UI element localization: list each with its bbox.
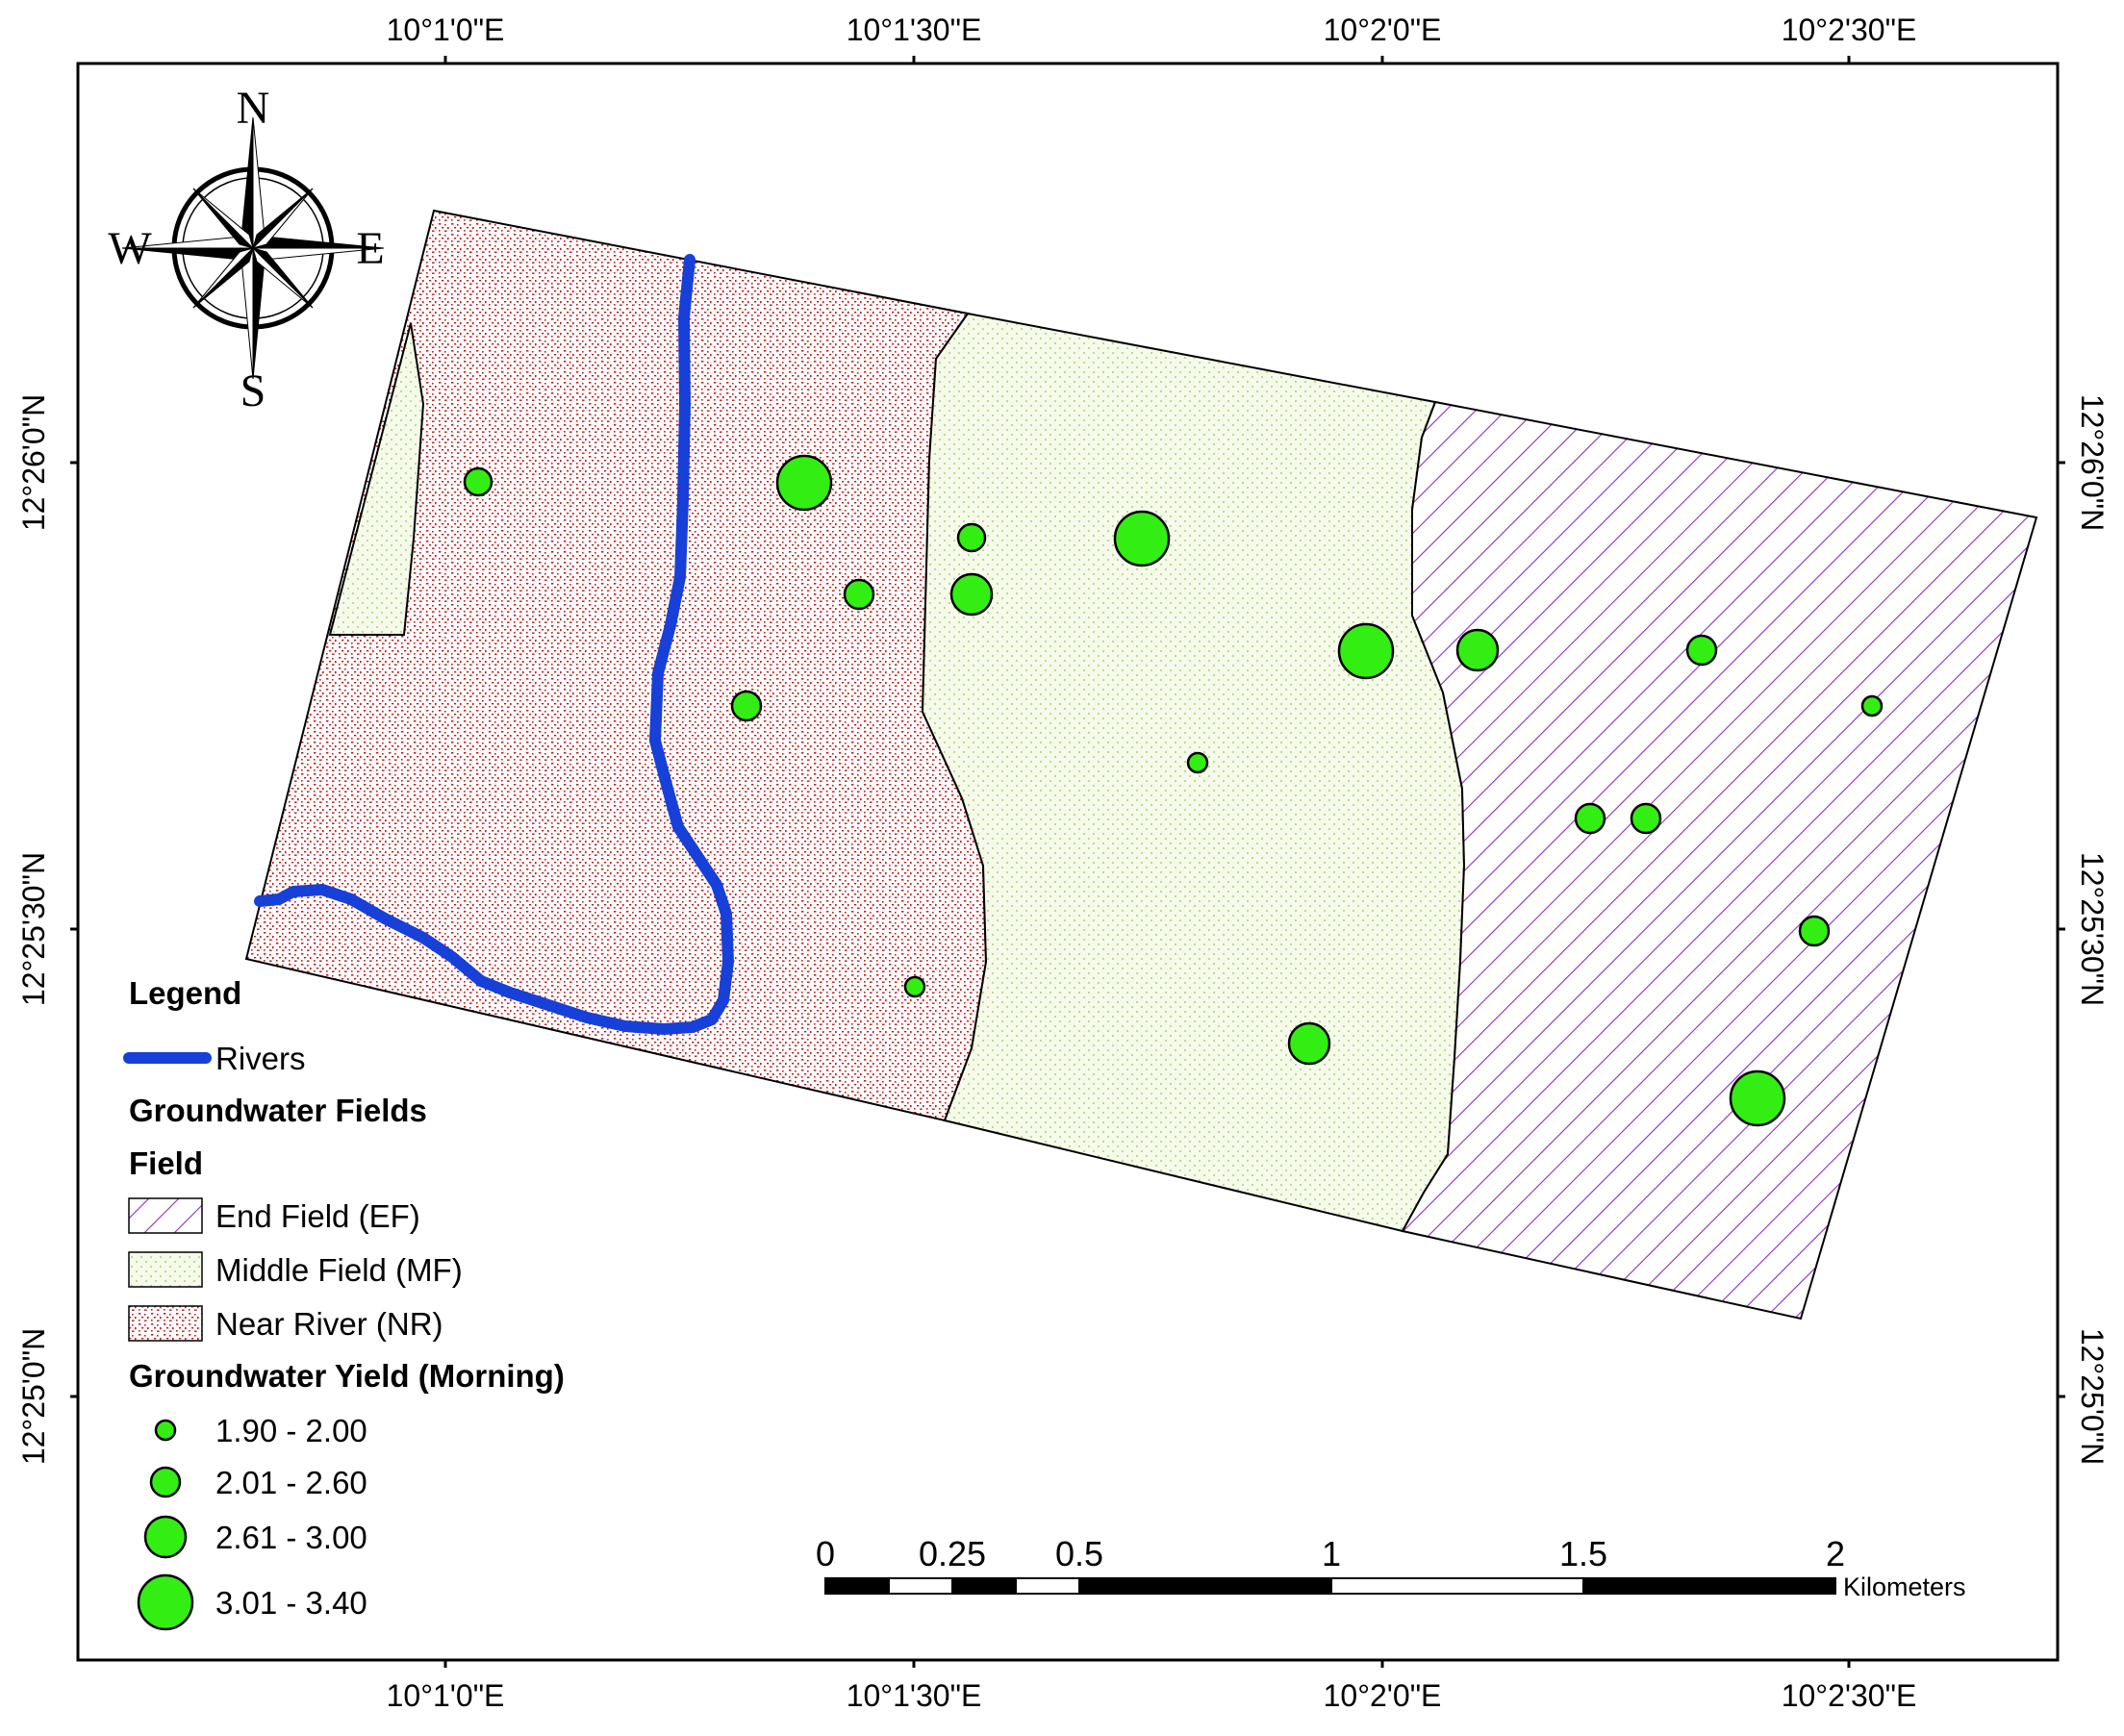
lon-label-top: 10°2'30"E: [1782, 13, 1917, 47]
lat-label-left: 12°25'30"N: [16, 852, 51, 1006]
middle-field-west-strip: [328, 322, 425, 636]
well-point: [1860, 694, 1884, 717]
scale-label: 0.25: [919, 1534, 986, 1573]
legend-field-label: Middle Field (MF): [215, 1252, 463, 1288]
well-point: [1798, 915, 1831, 947]
lat-label-left: 12°25'0"N: [16, 1328, 51, 1465]
graticule-labels-left: 12°26'0"N 12°25'30"N 12°25'0"N: [16, 394, 51, 1465]
legend-yield-symbol: [137, 1573, 194, 1631]
legend-yield-heading: Groundwater Yield (Morning): [129, 1358, 565, 1394]
lon-label-top: 10°1'30"E: [847, 13, 982, 47]
compass-s-label: S: [240, 365, 266, 416]
legend-field-subheading: Field: [129, 1145, 203, 1181]
well-point: [949, 572, 994, 616]
scale-label: 0.5: [1055, 1534, 1103, 1573]
legend-rivers-label: Rivers: [215, 1041, 306, 1076]
scale-label: 1: [1322, 1534, 1341, 1573]
legend-yield-symbol: [143, 1515, 188, 1559]
well-point: [956, 522, 987, 553]
lon-label-bottom: 10°2'30"E: [1782, 1678, 1917, 1713]
well-point: [730, 690, 763, 722]
legend-swatch-mf: [128, 1251, 203, 1288]
compass-e-label: E: [356, 223, 384, 274]
legend-yield-label: 2.01 - 2.60: [215, 1465, 367, 1500]
legend-swatch-ef: [128, 1197, 203, 1234]
well-point: [1630, 802, 1662, 835]
lat-label-left: 12°26'0"N: [16, 394, 51, 531]
well-point: [463, 466, 493, 497]
lon-label-top: 10°1'0"E: [387, 13, 505, 47]
legend-yield-symbol: [154, 1419, 177, 1442]
well-point: [1455, 628, 1500, 672]
scale-segment: [1330, 1577, 1584, 1595]
graticule-labels-top: 10°1'0"E 10°1'30"E 10°2'0"E 10°2'30"E: [387, 13, 1917, 47]
legend-yield-symbol: [149, 1466, 182, 1498]
compass-rose-icon: N S E W: [108, 83, 384, 416]
well-point: [1113, 510, 1171, 567]
lon-label-bottom: 10°1'0"E: [387, 1678, 505, 1713]
scale-segment: [825, 1578, 889, 1594]
legend-title: Legend: [129, 975, 241, 1011]
legend-field-label: Near River (NR): [215, 1306, 443, 1342]
compass-w-label: W: [108, 223, 152, 274]
scale-segment: [888, 1577, 953, 1595]
scale-label: 2: [1826, 1534, 1845, 1573]
graticule-labels-right: 12°26'0"N 12°25'30"N 12°25'0"N: [2075, 394, 2110, 1465]
well-point: [1685, 634, 1718, 667]
end-field: [1401, 400, 2038, 1321]
legend-yield-label: 2.61 - 3.00: [215, 1520, 367, 1555]
legend-yield-label: 1.90 - 2.00: [215, 1413, 367, 1448]
legend-field-label: End Field (EF): [215, 1198, 420, 1234]
scale-unit-label: Kilometers: [1843, 1572, 1966, 1601]
scale-segment: [1015, 1577, 1080, 1595]
scale-segment: [1079, 1578, 1331, 1594]
scale-segment: [952, 1578, 1016, 1594]
legend-fields-heading: Groundwater Fields: [129, 1093, 427, 1128]
study-area: [244, 209, 2038, 1321]
river-line: [254, 254, 734, 1035]
lat-label-right: 12°25'0"N: [2075, 1328, 2110, 1465]
well-point: [1337, 622, 1395, 680]
lon-label-bottom: 10°1'30"E: [847, 1678, 982, 1713]
well-point: [843, 578, 875, 611]
well-point: [1287, 1021, 1331, 1066]
scale-bar: 0 0.25 0.5 1 1.5 2 Kilometers: [816, 1534, 1966, 1601]
graticule-labels-bottom: 10°1'0"E 10°1'30"E 10°2'0"E 10°2'30"E: [387, 1678, 1917, 1713]
well-point: [903, 975, 926, 998]
compass-n-label: N: [237, 83, 270, 134]
well-point: [1186, 751, 1209, 774]
scale-label: 0: [816, 1534, 835, 1573]
well-point: [1729, 1069, 1786, 1127]
lat-label-right: 12°25'30"N: [2075, 852, 2110, 1006]
scale-segment: [1583, 1578, 1835, 1594]
well-point: [1574, 802, 1606, 835]
graticule-ticks: [70, 56, 2065, 1668]
lon-label-top: 10°2'0"E: [1324, 13, 1442, 47]
lon-label-bottom: 10°2'0"E: [1324, 1678, 1442, 1713]
legend: Legend Rivers Groundwater Fields Field E…: [123, 975, 565, 1631]
scale-label: 1.5: [1559, 1534, 1607, 1573]
wells: [463, 454, 1884, 1127]
legend-swatch-nr: [128, 1305, 203, 1342]
well-point: [775, 454, 833, 512]
lat-label-right: 12°26'0"N: [2075, 394, 2110, 531]
legend-yield-label: 3.01 - 3.40: [215, 1585, 367, 1621]
